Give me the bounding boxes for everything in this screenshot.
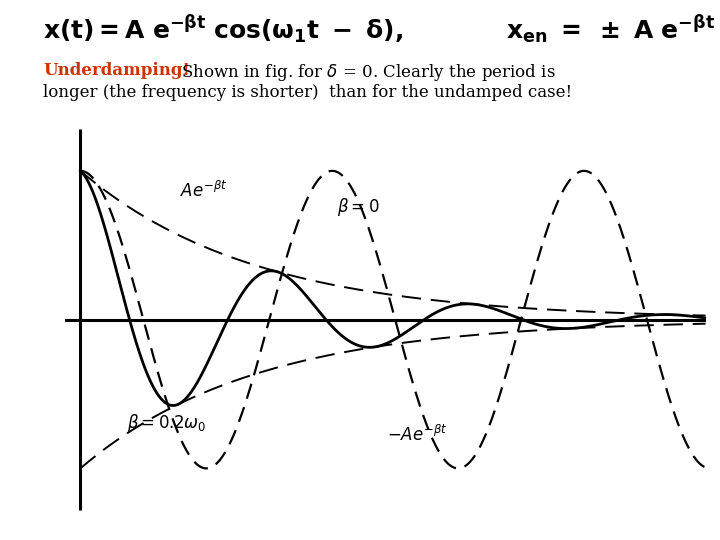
Text: $\mathit{-Ae^{-\beta t}}$: $\mathit{-Ae^{-\beta t}}$ [387,424,447,444]
Text: $\bf{x(t) = A\ e^{-\beta t}\ cos(\omega_1 t\ -\ \delta),}$$\qquad\qquad\bf{x_{en: $\bf{x(t) = A\ e^{-\beta t}\ cos(\omega_… [43,14,715,46]
Text: $\mathit{Ae^{-\beta t}}$: $\mathit{Ae^{-\beta t}}$ [181,180,228,201]
Text: $\beta = 0.2\omega_0$: $\beta = 0.2\omega_0$ [127,412,207,434]
Text: Underdamping!: Underdamping! [43,62,190,79]
Text: longer (the frequency is shorter)  than for the undamped case!: longer (the frequency is shorter) than f… [43,84,572,100]
Text: $\beta = 0$: $\beta = 0$ [337,197,379,219]
Text: Shown in fig. for $\delta$ = 0. Clearly the period is: Shown in fig. for $\delta$ = 0. Clearly … [176,62,556,83]
